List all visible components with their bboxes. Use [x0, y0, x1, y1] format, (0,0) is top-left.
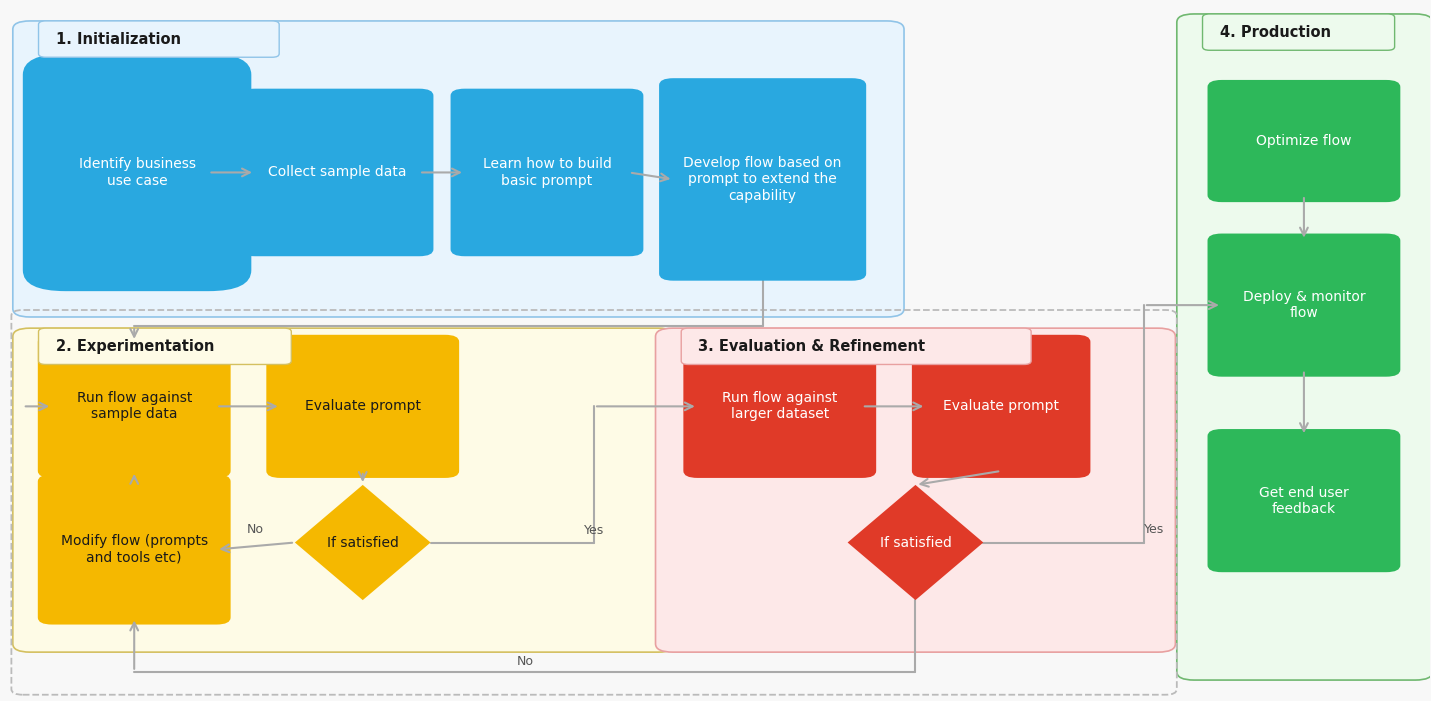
- FancyBboxPatch shape: [681, 328, 1032, 365]
- FancyBboxPatch shape: [912, 335, 1090, 478]
- Polygon shape: [295, 485, 431, 600]
- Polygon shape: [847, 485, 983, 600]
- FancyBboxPatch shape: [39, 21, 279, 57]
- FancyBboxPatch shape: [1208, 233, 1401, 376]
- FancyBboxPatch shape: [39, 328, 292, 365]
- FancyBboxPatch shape: [37, 335, 230, 478]
- FancyBboxPatch shape: [240, 88, 434, 257]
- Text: Collect sample data: Collect sample data: [268, 165, 406, 179]
- FancyBboxPatch shape: [684, 335, 876, 478]
- Text: Evaluate prompt: Evaluate prompt: [305, 400, 421, 414]
- FancyBboxPatch shape: [660, 79, 866, 280]
- Text: 1. Initialization: 1. Initialization: [56, 32, 180, 46]
- FancyBboxPatch shape: [1208, 80, 1401, 202]
- Text: No: No: [248, 522, 265, 536]
- Text: Learn how to build
basic prompt: Learn how to build basic prompt: [482, 157, 611, 188]
- Text: No: No: [517, 655, 534, 668]
- Text: Deploy & monitor
flow: Deploy & monitor flow: [1242, 290, 1365, 320]
- FancyBboxPatch shape: [655, 328, 1175, 652]
- Text: Evaluate prompt: Evaluate prompt: [943, 400, 1059, 414]
- Text: Modify flow (prompts
and tools etc): Modify flow (prompts and tools etc): [60, 534, 207, 564]
- Text: Optimize flow: Optimize flow: [1256, 134, 1352, 148]
- FancyBboxPatch shape: [23, 54, 252, 291]
- FancyBboxPatch shape: [37, 475, 230, 625]
- Text: If satisfied: If satisfied: [326, 536, 399, 550]
- FancyBboxPatch shape: [13, 328, 675, 652]
- FancyBboxPatch shape: [13, 21, 904, 317]
- Text: 2. Experimentation: 2. Experimentation: [56, 339, 215, 354]
- FancyBboxPatch shape: [1208, 429, 1401, 572]
- FancyBboxPatch shape: [451, 88, 644, 257]
- Text: 3. Evaluation & Refinement: 3. Evaluation & Refinement: [698, 339, 926, 354]
- Text: Run flow against
larger dataset: Run flow against larger dataset: [723, 391, 837, 421]
- Text: If satisfied: If satisfied: [880, 536, 952, 550]
- Text: Develop flow based on
prompt to extend the
capability: Develop flow based on prompt to extend t…: [684, 156, 841, 203]
- Text: Get end user
feedback: Get end user feedback: [1259, 486, 1349, 516]
- Text: Run flow against
sample data: Run flow against sample data: [76, 391, 192, 421]
- FancyBboxPatch shape: [1176, 14, 1431, 680]
- FancyBboxPatch shape: [1202, 14, 1395, 50]
- Text: Yes: Yes: [1143, 522, 1165, 536]
- Text: Yes: Yes: [584, 524, 604, 537]
- Text: 4. Production: 4. Production: [1219, 25, 1331, 40]
- FancyBboxPatch shape: [266, 335, 459, 478]
- Text: Identify business
use case: Identify business use case: [79, 157, 196, 188]
